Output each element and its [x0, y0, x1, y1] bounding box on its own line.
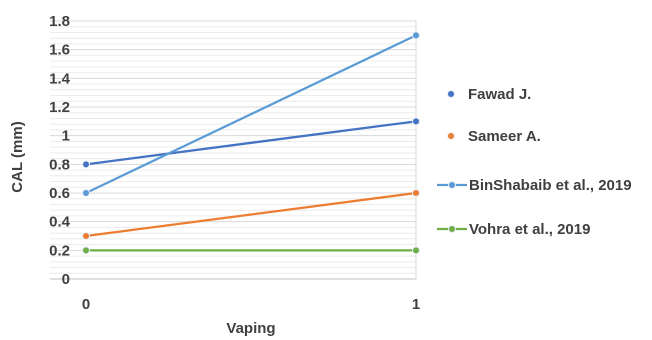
y-tick-label: 1.8: [49, 13, 70, 30]
legend-marker: [448, 225, 456, 233]
data-point: [412, 31, 420, 40]
data-point: [82, 232, 90, 240]
series-line: [85, 191, 417, 238]
legend-item: BinShabaib et al., 2019: [437, 177, 632, 194]
legend-label: Vohra et al., 2019: [469, 221, 590, 238]
y-axis-label: CAL (mm): [9, 121, 26, 192]
series-lines: [82, 31, 420, 255]
x-tick-label: 1: [412, 296, 420, 313]
y-tick-label: 1.6: [49, 42, 70, 59]
data-point: [82, 189, 90, 197]
series-line: [85, 34, 417, 195]
y-tick-label: 1.4: [49, 70, 71, 87]
legend-item: Vohra et al., 2019: [437, 221, 590, 238]
legend-marker: [447, 132, 455, 140]
data-point: [82, 246, 90, 255]
legend-item: Sameer A.: [447, 128, 541, 145]
x-axis-label: Vaping: [226, 320, 275, 337]
legend-label: Sameer A.: [468, 128, 541, 145]
legend-label: BinShabaib et al., 2019: [469, 177, 632, 194]
y-tick-labels: 0 0.2 0.4 0.6 0.8 1 1.2 1.4 1.6 1.8: [49, 13, 71, 288]
y-tick-label: 1.2: [49, 99, 70, 116]
x-tick-label: 0: [82, 296, 90, 313]
legend-marker: [447, 90, 455, 98]
y-tick-label: 0.2: [49, 242, 70, 259]
y-tick-label: 1: [62, 128, 70, 145]
legend-item: Fawad J.: [447, 86, 531, 103]
gridlines: [50, 20, 417, 280]
series-line: [85, 120, 417, 166]
data-point: [412, 189, 420, 197]
y-tick-label: 0.8: [49, 156, 70, 173]
data-point: [412, 246, 420, 255]
legend: Fawad J. Sameer A. BinShabaib et al., 2019…: [437, 86, 632, 238]
legend-marker: [448, 181, 456, 189]
y-tick-label: 0.4: [49, 214, 71, 231]
legend-label: Fawad J.: [468, 86, 531, 103]
data-point: [82, 160, 90, 169]
y-tick-label: 0: [62, 271, 70, 288]
y-tick-label: 0.6: [49, 185, 70, 202]
data-point: [412, 117, 420, 126]
